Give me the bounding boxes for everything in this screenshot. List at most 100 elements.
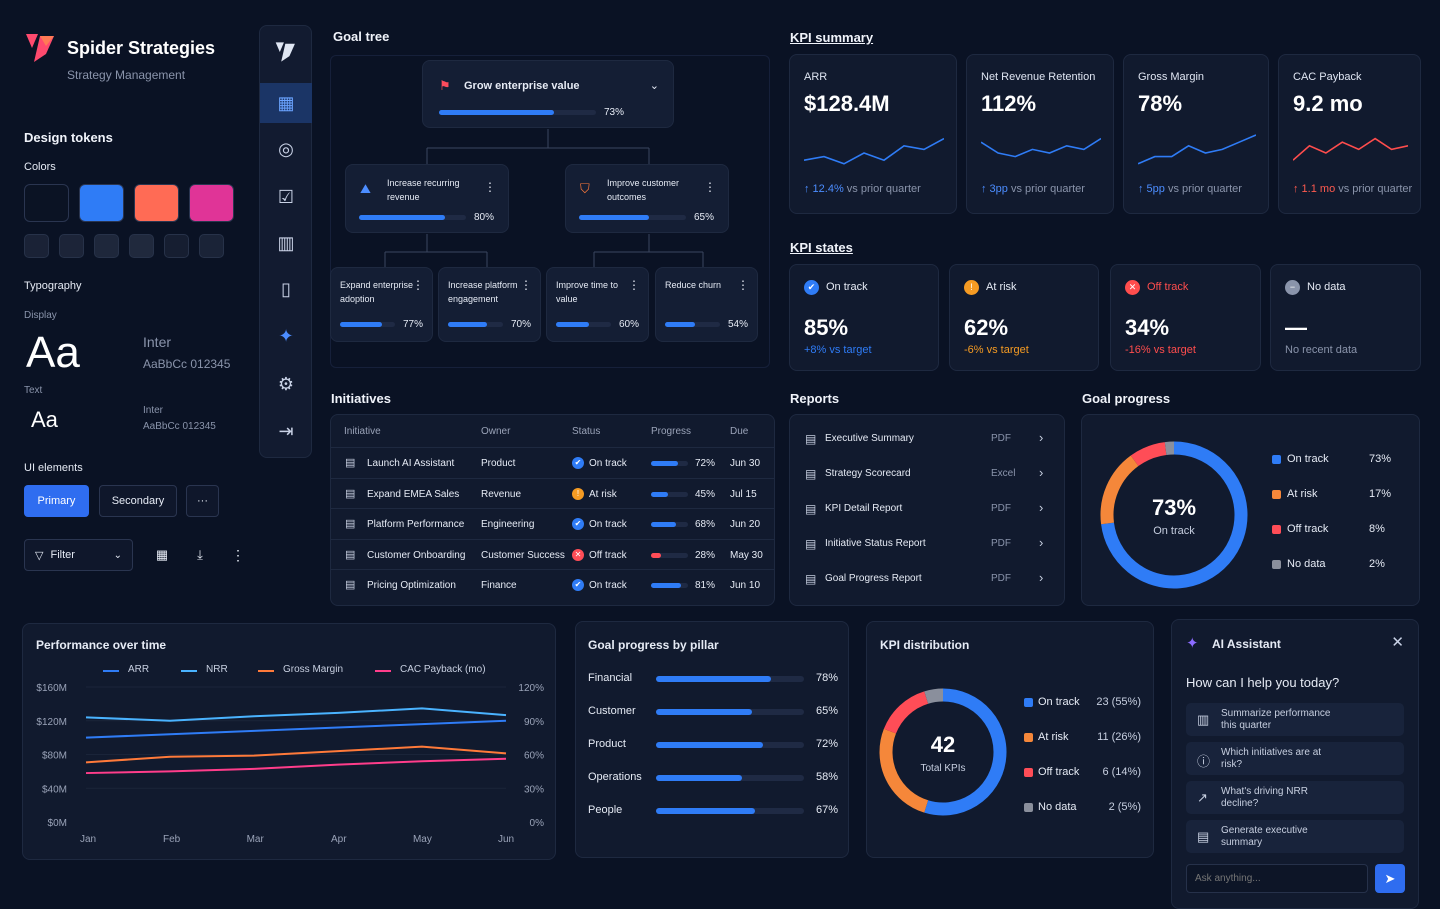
series-line (85, 745, 507, 764)
table-row[interactable]: ▤ Launch AI Assistant Product ✔ On track 72% J… (331, 447, 775, 477)
kebab-icon[interactable]: ⋮ (412, 278, 424, 292)
goal-node[interactable]: Improve time to value ⋮ 60% (546, 267, 649, 342)
goal-node-pct: 65% (694, 212, 715, 223)
report-item[interactable]: ▤ KPI Detail Report PDF › (790, 491, 1064, 526)
target-icon[interactable]: ◎ (278, 138, 294, 159)
kebab-icon[interactable]: ⋮ (520, 278, 532, 292)
report-item[interactable]: ▤ Goal Progress Report PDF › (790, 561, 1064, 596)
series-line (85, 757, 507, 775)
table-row[interactable]: ▤ Customer Onboarding Customer Success ✕ Off… (331, 538, 775, 569)
kebab-icon[interactable]: ⋮ (704, 180, 716, 194)
goal-node[interactable]: ⛉ Improve customer outcomes ⋮ 65% (565, 164, 729, 233)
y-left-tick: $0M (48, 818, 67, 829)
kpi-summary-card[interactable]: ARR $128.4M ↑ 12.4% vs prior quarter (789, 54, 957, 214)
table-header[interactable]: Due (730, 426, 749, 437)
pillar-bar (656, 808, 804, 814)
report-item[interactable]: ▤ Initiative Status Report PDF › (790, 526, 1064, 561)
ai-suggestion[interactable]: ⓘ Which initiatives are at risk? (1186, 742, 1404, 775)
goal-node-label: Reduce churn (665, 280, 722, 290)
legend-value: 23 (55%) (1096, 696, 1141, 708)
goal-node[interactable]: Reduce churn ⋮ 54% (655, 267, 758, 342)
kpi-state-card[interactable]: ! At risk 62% -6% vs target (949, 264, 1099, 371)
logout-icon[interactable]: ⇥ (278, 420, 294, 441)
kpi-state-sub: No recent data (1285, 344, 1358, 356)
small-swatch[interactable]: #1c2438 (59, 234, 84, 258)
chevron-right-icon[interactable]: › (1039, 535, 1044, 550)
initiative-due: May 30 (730, 549, 763, 561)
kpi-delta-text: vs prior quarter (843, 183, 921, 195)
goal-root-node[interactable]: ⚑ Grow enterprise value ⌄ 73% (422, 60, 674, 128)
small-swatch[interactable]: #161e31 (164, 234, 189, 258)
kpi-state-label: No data (1307, 281, 1346, 293)
filter-dropdown[interactable]: ▽ Filter ⌄ (24, 539, 133, 571)
checkbox-icon[interactable]: ☑ (277, 186, 295, 207)
kpi-summary-card[interactable]: CAC Payback 9.2 mo ↑ 1.1 mo vs prior quart… (1278, 54, 1421, 214)
table-header[interactable]: Progress (651, 426, 692, 437)
goal-root-pct: 73% (604, 107, 625, 118)
color-swatch[interactable]: #e03497 (189, 184, 234, 222)
kpi-state-sub: -16% vs target (1125, 344, 1196, 356)
small-swatch[interactable]: #1a2337 (199, 234, 224, 258)
trend-icon: ⛰ (360, 181, 371, 196)
table-row[interactable]: ▤ Platform Performance Engineering ✔ On trac… (331, 508, 775, 538)
table-row[interactable]: ▤ Pricing Optimization Finance ✔ On track 81%… (331, 569, 775, 599)
kpi-state-card[interactable]: ✔ On track 85% +8% vs target (789, 264, 939, 371)
small-swatch[interactable]: #1e273b (94, 234, 119, 258)
table-header[interactable]: Status (572, 426, 601, 437)
initiative-owner: Customer Success (481, 549, 565, 561)
y-left-tick: $160M (36, 683, 67, 694)
chevron-right-icon[interactable]: › (1039, 500, 1044, 515)
ai-chat-input[interactable] (1186, 864, 1368, 893)
more-button[interactable]: ··· (186, 485, 219, 517)
goal-node[interactable]: Expand enterprise adoption ⋮ 77% (330, 267, 433, 342)
primary-button[interactable]: Primary (24, 485, 89, 517)
donut-slice (883, 691, 929, 734)
chevron-down-icon[interactable]: ⌄ (649, 80, 659, 92)
download-icon-button[interactable]: ⤓ (197, 547, 203, 562)
report-item[interactable]: ▤ Strategy Scorecard Excel › (790, 456, 1064, 491)
performance-card: Performance over time #2f7cf6 ARR #4ab3ff N… (22, 623, 556, 860)
kebab-icon[interactable]: ⋮ (484, 180, 496, 194)
goal-tree-title: Goal tree (333, 29, 390, 44)
kpi-sparkline (981, 137, 1101, 158)
bar-chart-icon[interactable]: ▥ (277, 232, 295, 253)
kebab-icon-button[interactable]: ⋮ (231, 546, 245, 563)
table-header[interactable]: Owner (481, 426, 511, 437)
ai-suggestion[interactable]: ▤ Generate executive summary (1186, 820, 1404, 853)
chevron-right-icon[interactable]: › (1039, 465, 1044, 480)
kpi-state-card[interactable]: − No data — No recent data (1270, 264, 1421, 371)
kebab-icon[interactable]: ⋮ (628, 278, 640, 292)
calendar-icon-button[interactable]: ▦ (155, 547, 169, 562)
document-icon[interactable]: ▯ (281, 278, 291, 299)
status-badge: On track (589, 519, 627, 530)
secondary-button[interactable]: Secondary (99, 485, 177, 517)
gear-icon[interactable]: ⚙ (277, 373, 295, 394)
kebab-icon[interactable]: ⋮ (737, 278, 749, 292)
dashboard-icon[interactable]: ▦ (260, 83, 312, 123)
small-swatch[interactable]: #1a2236 (24, 234, 49, 258)
table-row[interactable]: ▤ Expand EMEA Sales Revenue! At risk 45% Jul … (331, 477, 775, 508)
send-button[interactable]: ➤ (1375, 864, 1405, 893)
kpi-state-card[interactable]: ✕ Off track 34% -16% vs target (1110, 264, 1261, 371)
table-header[interactable]: Initiative (344, 426, 381, 437)
chevron-right-icon[interactable]: › (1039, 570, 1044, 585)
ai-suggestion[interactable]: ▥ Summarize performance this quarter (1186, 703, 1404, 736)
legend-label: On track (1038, 696, 1080, 708)
color-swatch[interactable]: #ff6b55 (134, 184, 179, 222)
small-swatch[interactable]: #20293d (129, 234, 154, 258)
legend-line: #4ab3ff (181, 670, 197, 672)
color-swatch[interactable]: #2f7cf6 (79, 184, 124, 222)
kpi-summary-card[interactable]: Gross Margin 78% ↑ 5pp vs prior quarter (1123, 54, 1269, 214)
goal-node[interactable]: Increase platform engagement ⋮ 70% (438, 267, 541, 342)
ai-suggestion[interactable]: ↗ What's driving NRR decline? (1186, 781, 1404, 814)
sparkle-icon[interactable]: ✦ (278, 325, 294, 346)
y-right-tick: 90% (524, 717, 544, 728)
goal-node[interactable]: ⛰ Increase recurring revenue ⋮ 80% (345, 164, 509, 233)
kpi-summary-card[interactable]: Net Revenue Retention 112% ↑ 3pp vs prior … (966, 54, 1114, 214)
kpi-distribution-center-value: 42 (930, 732, 956, 757)
color-swatch[interactable]: #0b1324 (24, 184, 69, 222)
chevron-right-icon[interactable]: › (1039, 430, 1044, 445)
report-item[interactable]: ▤ Executive Summary PDF › (790, 421, 1064, 456)
close-icon[interactable]: ✕ (1391, 634, 1404, 651)
kpi-sparkline (1293, 137, 1408, 161)
